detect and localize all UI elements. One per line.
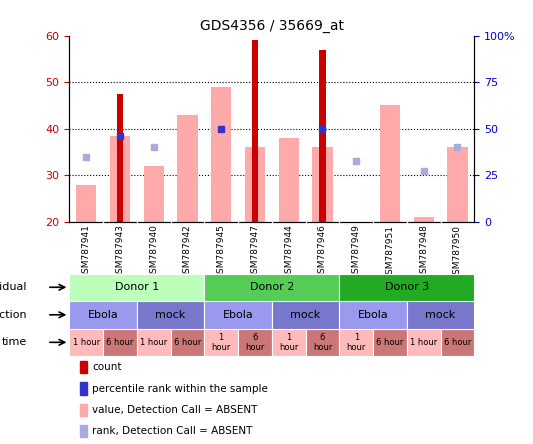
- Bar: [204, 274, 340, 301]
- Title: GDS4356 / 35669_at: GDS4356 / 35669_at: [200, 19, 344, 33]
- Bar: [69, 274, 204, 301]
- Bar: [245, 147, 265, 222]
- Bar: [407, 301, 474, 329]
- Bar: [110, 136, 130, 222]
- Bar: [211, 87, 231, 222]
- Text: count: count: [92, 362, 122, 372]
- Text: Ebola: Ebola: [223, 310, 254, 320]
- Text: percentile rank within the sample: percentile rank within the sample: [92, 384, 268, 393]
- Bar: [319, 50, 326, 222]
- Text: GSM787940: GSM787940: [149, 225, 158, 279]
- Bar: [312, 147, 333, 222]
- Bar: [252, 40, 258, 222]
- Bar: [447, 147, 467, 222]
- Bar: [117, 94, 123, 222]
- Text: GSM787945: GSM787945: [217, 225, 225, 279]
- Text: 1
hour: 1 hour: [212, 333, 231, 352]
- Text: 6 hour: 6 hour: [106, 338, 134, 347]
- Bar: [171, 329, 204, 356]
- Text: GSM787951: GSM787951: [385, 225, 394, 280]
- Text: 1
hour: 1 hour: [346, 333, 366, 352]
- Bar: [69, 301, 137, 329]
- Text: mock: mock: [290, 310, 321, 320]
- Text: mock: mock: [156, 310, 185, 320]
- Text: 6
hour: 6 hour: [313, 333, 332, 352]
- Bar: [103, 329, 137, 356]
- Text: GSM787949: GSM787949: [352, 225, 361, 279]
- Text: 6 hour: 6 hour: [444, 338, 471, 347]
- Text: Donor 3: Donor 3: [385, 282, 429, 292]
- Text: Ebola: Ebola: [358, 310, 389, 320]
- Bar: [143, 166, 164, 222]
- Text: Donor 1: Donor 1: [115, 282, 159, 292]
- Text: value, Detection Call = ABSENT: value, Detection Call = ABSENT: [92, 405, 257, 415]
- Text: individual: individual: [0, 282, 27, 292]
- Text: Ebola: Ebola: [87, 310, 118, 320]
- Bar: [305, 329, 340, 356]
- Bar: [204, 329, 238, 356]
- Text: 6 hour: 6 hour: [376, 338, 403, 347]
- Text: 1 hour: 1 hour: [410, 338, 438, 347]
- Text: time: time: [2, 337, 27, 347]
- Bar: [177, 115, 198, 222]
- Bar: [407, 329, 441, 356]
- Text: 1 hour: 1 hour: [140, 338, 167, 347]
- Bar: [279, 138, 299, 222]
- Text: GSM787947: GSM787947: [251, 225, 260, 279]
- Text: 1 hour: 1 hour: [72, 338, 100, 347]
- Text: Donor 2: Donor 2: [249, 282, 294, 292]
- Bar: [238, 329, 272, 356]
- Bar: [380, 106, 400, 222]
- Text: 6 hour: 6 hour: [174, 338, 201, 347]
- Text: 1
hour: 1 hour: [279, 333, 298, 352]
- Bar: [414, 218, 434, 222]
- Text: GSM787946: GSM787946: [318, 225, 327, 279]
- Bar: [340, 274, 474, 301]
- Text: GSM787941: GSM787941: [82, 225, 91, 279]
- Text: GSM787944: GSM787944: [284, 225, 293, 279]
- Bar: [441, 329, 474, 356]
- Text: mock: mock: [425, 310, 456, 320]
- Text: GSM787942: GSM787942: [183, 225, 192, 279]
- Bar: [340, 329, 373, 356]
- Text: infection: infection: [0, 310, 27, 320]
- Bar: [373, 329, 407, 356]
- Text: GSM787943: GSM787943: [116, 225, 124, 279]
- Bar: [272, 329, 305, 356]
- Bar: [137, 329, 171, 356]
- Bar: [69, 329, 103, 356]
- Bar: [340, 301, 407, 329]
- Bar: [137, 301, 204, 329]
- Text: GSM787948: GSM787948: [419, 225, 428, 279]
- Bar: [272, 301, 340, 329]
- Text: rank, Detection Call = ABSENT: rank, Detection Call = ABSENT: [92, 426, 253, 436]
- Text: 6
hour: 6 hour: [245, 333, 265, 352]
- Bar: [76, 185, 96, 222]
- Text: GSM787950: GSM787950: [453, 225, 462, 280]
- Bar: [204, 301, 272, 329]
